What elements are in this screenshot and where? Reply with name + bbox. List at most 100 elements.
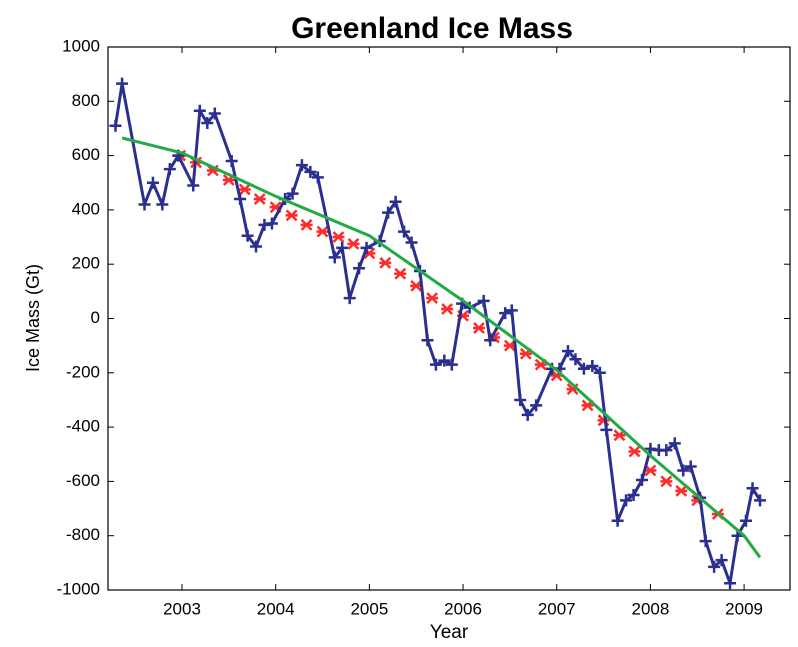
- point-marker: [241, 229, 254, 242]
- point-marker: [441, 303, 454, 315]
- point-marker: [379, 256, 392, 269]
- point-marker: [201, 117, 214, 130]
- point-marker: [472, 322, 485, 334]
- point-marker: [225, 155, 238, 168]
- point-marker: [600, 423, 613, 436]
- point-marker: [684, 460, 697, 473]
- point-marker: [343, 292, 356, 305]
- point-marker: [754, 494, 767, 507]
- point-marker: [138, 198, 151, 211]
- y-tick-label: 800: [72, 91, 100, 110]
- point-marker: [514, 393, 527, 406]
- y-tick-label: 400: [72, 199, 100, 218]
- point-marker: [627, 488, 640, 501]
- point-marker: [429, 358, 442, 371]
- point-marker: [353, 262, 366, 275]
- point-marker: [389, 195, 402, 208]
- point-marker: [530, 399, 543, 412]
- point-marker: [660, 444, 673, 457]
- point-marker: [521, 408, 534, 421]
- point-marker: [187, 179, 200, 192]
- point-marker: [336, 241, 349, 254]
- point-marker: [746, 482, 759, 495]
- x-tick-label: 2005: [350, 599, 388, 618]
- point-marker: [394, 267, 407, 280]
- point-marker: [116, 77, 129, 90]
- point-marker: [668, 437, 681, 450]
- point-marker: [332, 231, 345, 243]
- y-axis-label: Ice Mass (Gt): [23, 264, 43, 372]
- y-tick-label: 200: [72, 254, 100, 273]
- point-marker: [708, 560, 721, 573]
- x-tick-label: 2007: [538, 599, 576, 618]
- y-tick-label: -1000: [57, 579, 100, 598]
- x-tick-label: 2004: [257, 599, 295, 618]
- point-marker: [360, 241, 373, 254]
- point-marker: [238, 183, 251, 196]
- point-marker: [156, 198, 169, 211]
- point-marker: [577, 362, 590, 375]
- point-marker: [724, 577, 737, 590]
- point-marker: [285, 209, 298, 222]
- plot-frame: [107, 46, 791, 591]
- point-marker: [477, 294, 490, 307]
- x-tick-label: 2006: [444, 599, 482, 618]
- point-marker: [295, 159, 308, 172]
- y-tick-label: 0: [91, 308, 100, 327]
- x-tick-label: 2003: [163, 599, 201, 618]
- point-marker: [146, 176, 159, 189]
- point-marker: [347, 237, 360, 250]
- point-marker: [586, 360, 599, 373]
- point-marker: [499, 307, 512, 320]
- x-axis-label: Year: [430, 622, 469, 642]
- point-marker: [660, 475, 673, 488]
- point-marker: [739, 514, 752, 527]
- point-marker: [611, 514, 624, 527]
- chart-title: Greenland Ice Mass: [291, 12, 573, 45]
- y-tick-label: -800: [66, 525, 100, 544]
- point-marker: [382, 206, 395, 219]
- series-line: [114, 83, 762, 590]
- point-marker: [234, 193, 247, 206]
- x-tick-label: 2009: [725, 599, 763, 618]
- y-tick-label: -400: [66, 417, 100, 436]
- point-marker: [163, 163, 176, 176]
- point-marker: [569, 353, 582, 366]
- point-marker: [300, 218, 313, 231]
- point-marker: [286, 187, 299, 200]
- point-marker: [208, 107, 221, 120]
- y-tick-label: 600: [72, 145, 100, 164]
- point-marker: [635, 474, 648, 487]
- point-marker: [699, 535, 712, 548]
- point-marker: [715, 554, 728, 567]
- point-marker: [561, 345, 574, 358]
- point-marker: [677, 464, 690, 477]
- point-marker: [438, 354, 451, 367]
- point-marker: [505, 304, 518, 317]
- point-marker: [328, 251, 341, 264]
- point-marker: [109, 119, 122, 132]
- y-tick-label: -600: [66, 471, 100, 490]
- point-marker: [258, 218, 271, 231]
- point-marker: [675, 485, 688, 497]
- point-marker: [644, 442, 657, 455]
- point-marker: [628, 445, 641, 458]
- point-marker: [265, 217, 278, 230]
- point-marker: [445, 358, 458, 371]
- point-marker: [644, 464, 657, 477]
- point-marker: [398, 225, 411, 238]
- point-marker: [253, 193, 266, 205]
- x-tick-label: 2008: [632, 599, 670, 618]
- point-marker: [421, 334, 434, 347]
- point-marker: [426, 292, 439, 305]
- point-marker: [484, 334, 497, 347]
- point-marker: [620, 494, 633, 507]
- point-marker: [250, 240, 263, 253]
- point-marker: [593, 366, 606, 379]
- point-marker: [316, 225, 329, 238]
- point-marker: [193, 104, 206, 117]
- point-marker: [405, 236, 418, 249]
- y-tick-label: 1000: [62, 36, 100, 55]
- series-line: [121, 136, 762, 559]
